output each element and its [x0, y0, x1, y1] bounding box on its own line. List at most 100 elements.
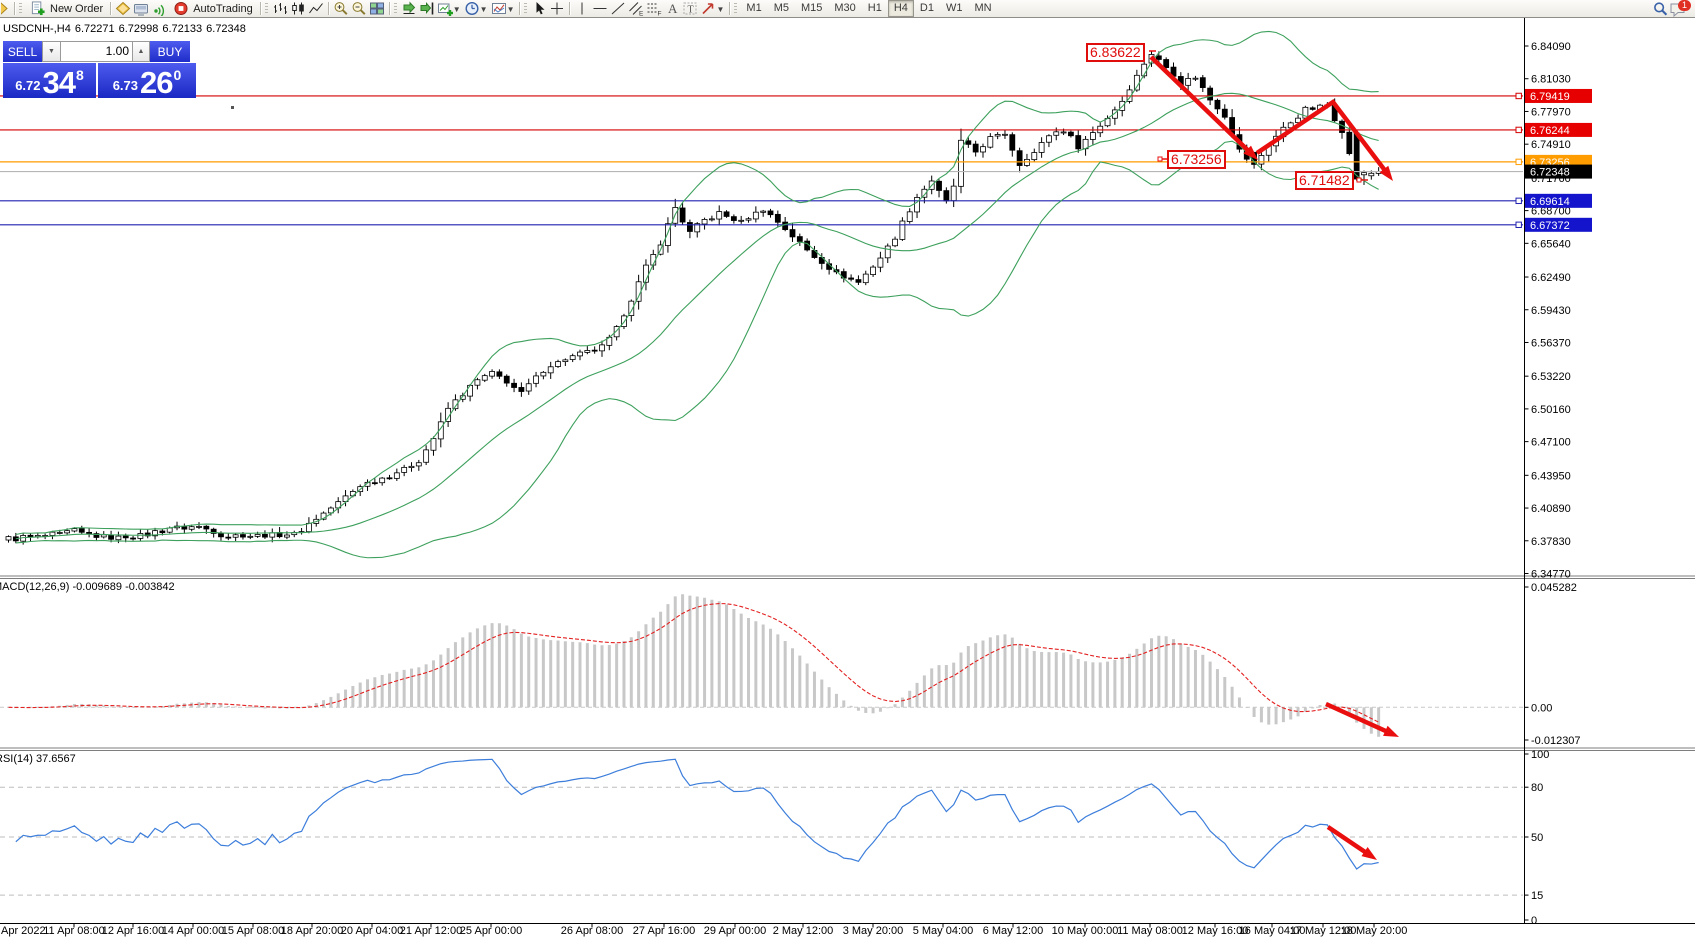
svg-text:21 Apr 12:00: 21 Apr 12:00 — [400, 925, 462, 937]
svg-text:2 May 12:00: 2 May 12:00 — [773, 925, 834, 937]
templates-icon[interactable] — [491, 1, 507, 16]
buy-price-whole: 6.73 — [112, 78, 139, 93]
signal-icon[interactable] — [151, 1, 167, 16]
svg-text:6.67372: 6.67372 — [1530, 220, 1570, 232]
trendline-icon[interactable] — [610, 1, 626, 16]
svg-text:25 Apr 00:00: 25 Apr 00:00 — [460, 925, 522, 937]
price-annotation-1[interactable]: 6.73256 — [1167, 150, 1226, 169]
svg-text:E: E — [639, 11, 644, 17]
sell-button[interactable]: SELL — [3, 41, 42, 62]
arrows-icon[interactable] — [700, 1, 716, 16]
open-value: 6.72271 — [74, 23, 115, 35]
zoom-out-icon[interactable] — [351, 1, 367, 16]
buy-price-pips: 26 — [140, 65, 173, 100]
svg-text:50: 50 — [1531, 832, 1543, 844]
svg-text:6.34770: 6.34770 — [1531, 569, 1571, 581]
text-label-icon[interactable]: T — [682, 1, 698, 16]
symbol-timeframe: USDCNH-,H4 — [3, 23, 71, 35]
svg-text:6.74910: 6.74910 — [1531, 139, 1571, 151]
volume-increase-button[interactable]: ▲ — [132, 41, 150, 62]
chat-icon[interactable]: 1 — [1669, 0, 1691, 17]
timeframe-M5[interactable]: M5 — [773, 2, 789, 14]
crosshair-icon[interactable] — [549, 1, 565, 16]
svg-text:5 May 04:00: 5 May 04:00 — [913, 925, 974, 937]
timeframe-W1[interactable]: W1 — [945, 2, 963, 14]
svg-text:0: 0 — [1531, 915, 1537, 927]
arrows-dropdown-arrow[interactable]: ▼ — [716, 5, 725, 14]
autotrading-icon — [173, 1, 189, 16]
autotrading-button[interactable]: AutoTrading — [168, 1, 257, 17]
buy-button[interactable]: BUY — [150, 41, 190, 62]
svg-text:100: 100 — [1531, 749, 1549, 761]
auto-scroll-icon[interactable] — [401, 1, 417, 16]
cursor-icon[interactable] — [531, 1, 547, 16]
svg-text:3 May 20:00: 3 May 20:00 — [843, 925, 904, 937]
autotrading-label: AutoTrading — [193, 2, 253, 15]
timeframe-M15[interactable]: M15 — [800, 2, 823, 14]
sell-price-point: 8 — [76, 67, 84, 83]
low-value: 6.72133 — [162, 23, 203, 35]
price-annotation-0[interactable]: 6.83622 — [1086, 43, 1145, 62]
svg-text:6.72348: 6.72348 — [1530, 167, 1570, 179]
buy-price-point: 0 — [173, 67, 182, 83]
bar-chart-icon[interactable] — [272, 1, 288, 16]
candlestick-chart-icon[interactable] — [290, 1, 306, 16]
svg-text:15 Apr 08:00: 15 Apr 08:00 — [222, 925, 284, 937]
timeframe-H1[interactable]: H1 — [867, 2, 882, 14]
profiles-dropdown-arrow[interactable]: ▼ — [479, 5, 488, 14]
rsi-label: RSI(14) 37.6567 — [0, 753, 76, 765]
new-order-button[interactable]: New Order — [25, 1, 107, 17]
one-click-trading-panel: SELL ▼ ▲ BUY 6.72 34 8 6.73 26 0 — [3, 41, 196, 98]
svg-text:18 Apr 20:00: 18 Apr 20:00 — [281, 925, 343, 937]
templates-dropdown-arrow[interactable]: ▼ — [506, 5, 515, 14]
vertical-line-icon[interactable] — [574, 1, 590, 16]
line-chart-icon[interactable] — [308, 1, 324, 16]
zoom-in-icon[interactable] — [333, 1, 349, 16]
volume-input[interactable] — [61, 41, 132, 62]
svg-text:12 Apr 16:00: 12 Apr 16:00 — [102, 925, 164, 937]
sell-price-button[interactable]: 6.72 34 8 — [3, 63, 96, 98]
svg-text:6.79419: 6.79419 — [1530, 91, 1570, 103]
svg-text:6.77970: 6.77970 — [1531, 106, 1571, 118]
svg-text:11 May 08:00: 11 May 08:00 — [1117, 925, 1183, 937]
svg-text:18 May 20:00: 18 May 20:00 — [1341, 925, 1408, 937]
svg-text:15: 15 — [1531, 890, 1543, 902]
terminal-icon[interactable] — [133, 1, 149, 16]
tile-windows-icon[interactable] — [369, 1, 385, 16]
text-icon[interactable]: A — [664, 1, 680, 16]
volume-decrease-button[interactable]: ▼ — [42, 41, 61, 62]
timeframe-buttons: M1 M5 M15 M30 H1 H4 D1 W1 MN — [740, 0, 997, 17]
svg-text:11 Apr 08:00: 11 Apr 08:00 — [43, 925, 105, 937]
price-annotation-2[interactable]: 6.71482 — [1295, 171, 1354, 190]
notification-badge: 1 — [1678, 0, 1691, 11]
svg-text:17 May 12:00: 17 May 12:00 — [1290, 925, 1357, 937]
sell-price-whole: 6.72 — [15, 78, 41, 93]
svg-text:10 May 00:00: 10 May 00:00 — [1052, 925, 1119, 937]
timeframe-D1[interactable]: D1 — [919, 2, 934, 14]
main-toolbar: New Order AutoTrading — [0, 0, 1695, 18]
svg-text:12 May 16:00: 12 May 16:00 — [1182, 925, 1249, 937]
svg-text:Apr 2022: Apr 2022 — [1, 925, 46, 937]
chart-shift-icon[interactable] — [419, 1, 435, 16]
svg-text:16 May 04:00: 16 May 04:00 — [1239, 925, 1306, 937]
svg-text:6.84090: 6.84090 — [1531, 41, 1571, 53]
fibonacci-icon[interactable]: F — [646, 1, 662, 16]
svg-text:6.76244: 6.76244 — [1530, 125, 1570, 137]
new-chart-dropdown-arrow[interactable]: ▼ — [452, 5, 461, 14]
timeframe-M30[interactable]: M30 — [834, 2, 856, 14]
new-chart-icon[interactable] — [437, 1, 453, 16]
new-order-label: New Order — [50, 2, 104, 15]
sell-price-pips: 34 — [42, 65, 76, 100]
equidistant-channel-icon[interactable]: E — [628, 1, 644, 16]
metaeditor-icon[interactable] — [115, 1, 131, 16]
timeframe-MN[interactable]: MN — [974, 2, 992, 14]
search-icon[interactable] — [1652, 1, 1668, 16]
buy-price-button[interactable]: 6.73 26 0 — [98, 63, 196, 98]
horizontal-line-icon[interactable] — [592, 1, 608, 16]
timeframe-H4[interactable]: H4 — [887, 0, 914, 17]
svg-text:6.65640: 6.65640 — [1531, 238, 1571, 250]
timeframe-M1[interactable]: M1 — [746, 2, 762, 14]
profiles-icon[interactable] — [464, 1, 480, 16]
